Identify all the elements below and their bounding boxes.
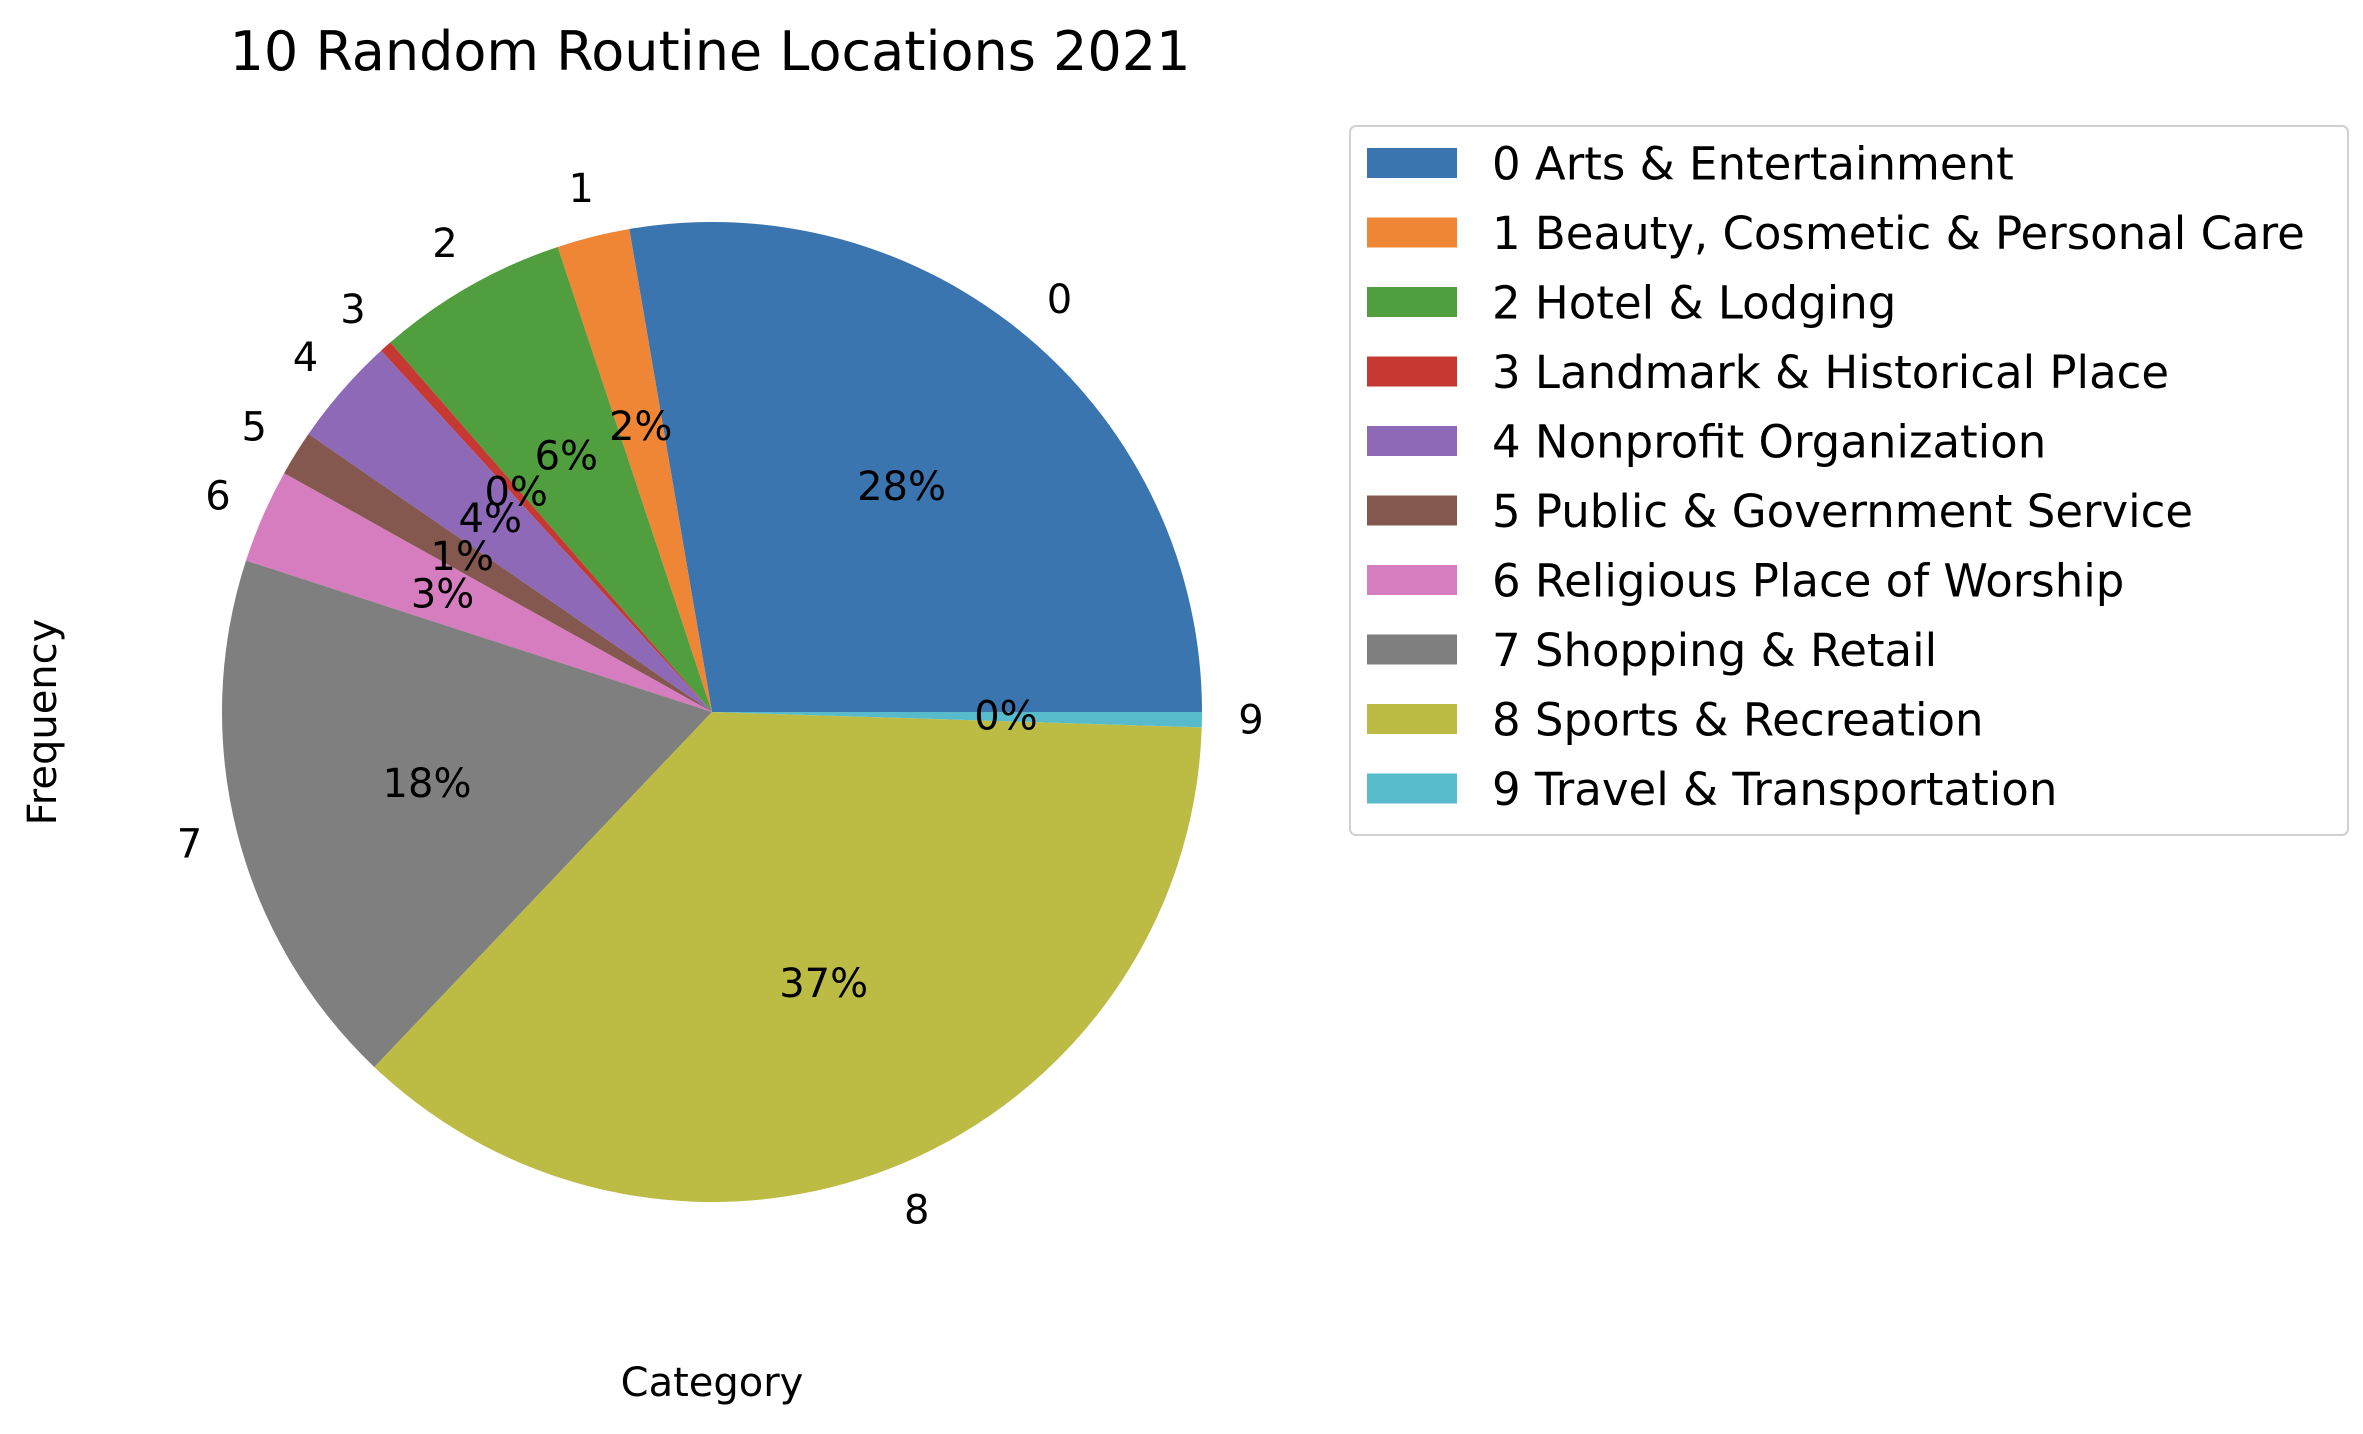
pie-slice-4 (308, 350, 712, 712)
pie-slice-1 (557, 229, 712, 712)
legend-label-0: 0 Arts & Entertainment (1492, 138, 2014, 191)
pct-label-0: 28% (857, 464, 946, 510)
chart-title: 10 Random Routine Locations 2021 (230, 20, 1191, 83)
legend-swatch-3 (1367, 356, 1457, 387)
legend-entries: 0 Arts & Entertainment 1 Beauty, Cosmetic… (1367, 138, 2305, 816)
legend-swatch-7 (1367, 634, 1457, 665)
pie-slice-3 (381, 342, 712, 712)
pie-slice-8 (374, 712, 1202, 1202)
legend-swatch-5 (1367, 495, 1457, 526)
x-axis-label: Category (621, 1360, 804, 1406)
legend-swatch-8 (1367, 704, 1457, 734)
pie-slice-5 (284, 434, 712, 712)
legend-label-2: 2 Hotel & Lodging (1492, 277, 1896, 330)
slice-label-8: 8 (904, 1188, 929, 1234)
slice-label-4: 4 (293, 335, 318, 381)
legend-label-4: 4 Nonprofit Organization (1492, 416, 2046, 469)
pct-label-3: 0% (484, 470, 547, 516)
pct-label-6: 3% (411, 571, 474, 617)
pie-slice-6 (245, 473, 712, 712)
legend-swatch-6 (1367, 565, 1457, 595)
legend-label-9: 9 Travel & Transportation (1492, 763, 2057, 816)
y-axis-label: Frequency (20, 619, 66, 826)
legend: 0 Arts & Entertainment 1 Beauty, Cosmetic… (1349, 125, 2349, 836)
pie-slice-0 (629, 222, 1202, 712)
pie-slice-7 (221, 560, 712, 1068)
legend-label-1: 1 Beauty, Cosmetic & Personal Care (1492, 207, 2305, 260)
legend-label-5: 5 Public & Government Service (1492, 485, 2193, 538)
legend-label-8: 8 Sports & Recreation (1492, 694, 1984, 747)
pie-percent-labels: 28%2%6%0%4%1%3%18%37%0% (383, 404, 1038, 1007)
pct-label-2: 6% (535, 434, 598, 480)
pct-label-7: 18% (383, 761, 472, 807)
pct-label-4: 4% (459, 496, 522, 542)
legend-swatch-0 (1367, 148, 1457, 178)
legend-swatch-1 (1367, 217, 1457, 248)
slice-label-6: 6 (205, 473, 230, 519)
pie-slice-2 (390, 246, 712, 713)
pie-slices (221, 222, 1202, 1202)
legend-swatch-2 (1367, 287, 1457, 317)
legend-swatch-4 (1367, 426, 1457, 456)
pie-slice-9 (712, 712, 1202, 728)
legend-label-6: 6 Religious Place of Worship (1492, 555, 2124, 608)
slice-label-9: 9 (1238, 697, 1263, 743)
slice-label-2: 2 (432, 221, 457, 267)
legend-swatch-9 (1367, 773, 1457, 804)
slice-label-3: 3 (340, 287, 365, 333)
pct-label-5: 1% (431, 534, 494, 580)
slice-label-1: 1 (569, 166, 594, 212)
slice-label-0: 0 (1047, 277, 1072, 323)
slice-label-7: 7 (177, 821, 202, 867)
legend-frame (1349, 125, 2349, 836)
legend-label-3: 3 Landmark & Historical Place (1492, 346, 2169, 399)
pct-label-9: 0% (974, 694, 1037, 740)
pct-label-1: 2% (609, 404, 672, 450)
slice-label-5: 5 (241, 404, 266, 450)
legend-label-7: 7 Shopping & Retail (1492, 624, 1937, 677)
pct-label-8: 37% (779, 961, 868, 1007)
